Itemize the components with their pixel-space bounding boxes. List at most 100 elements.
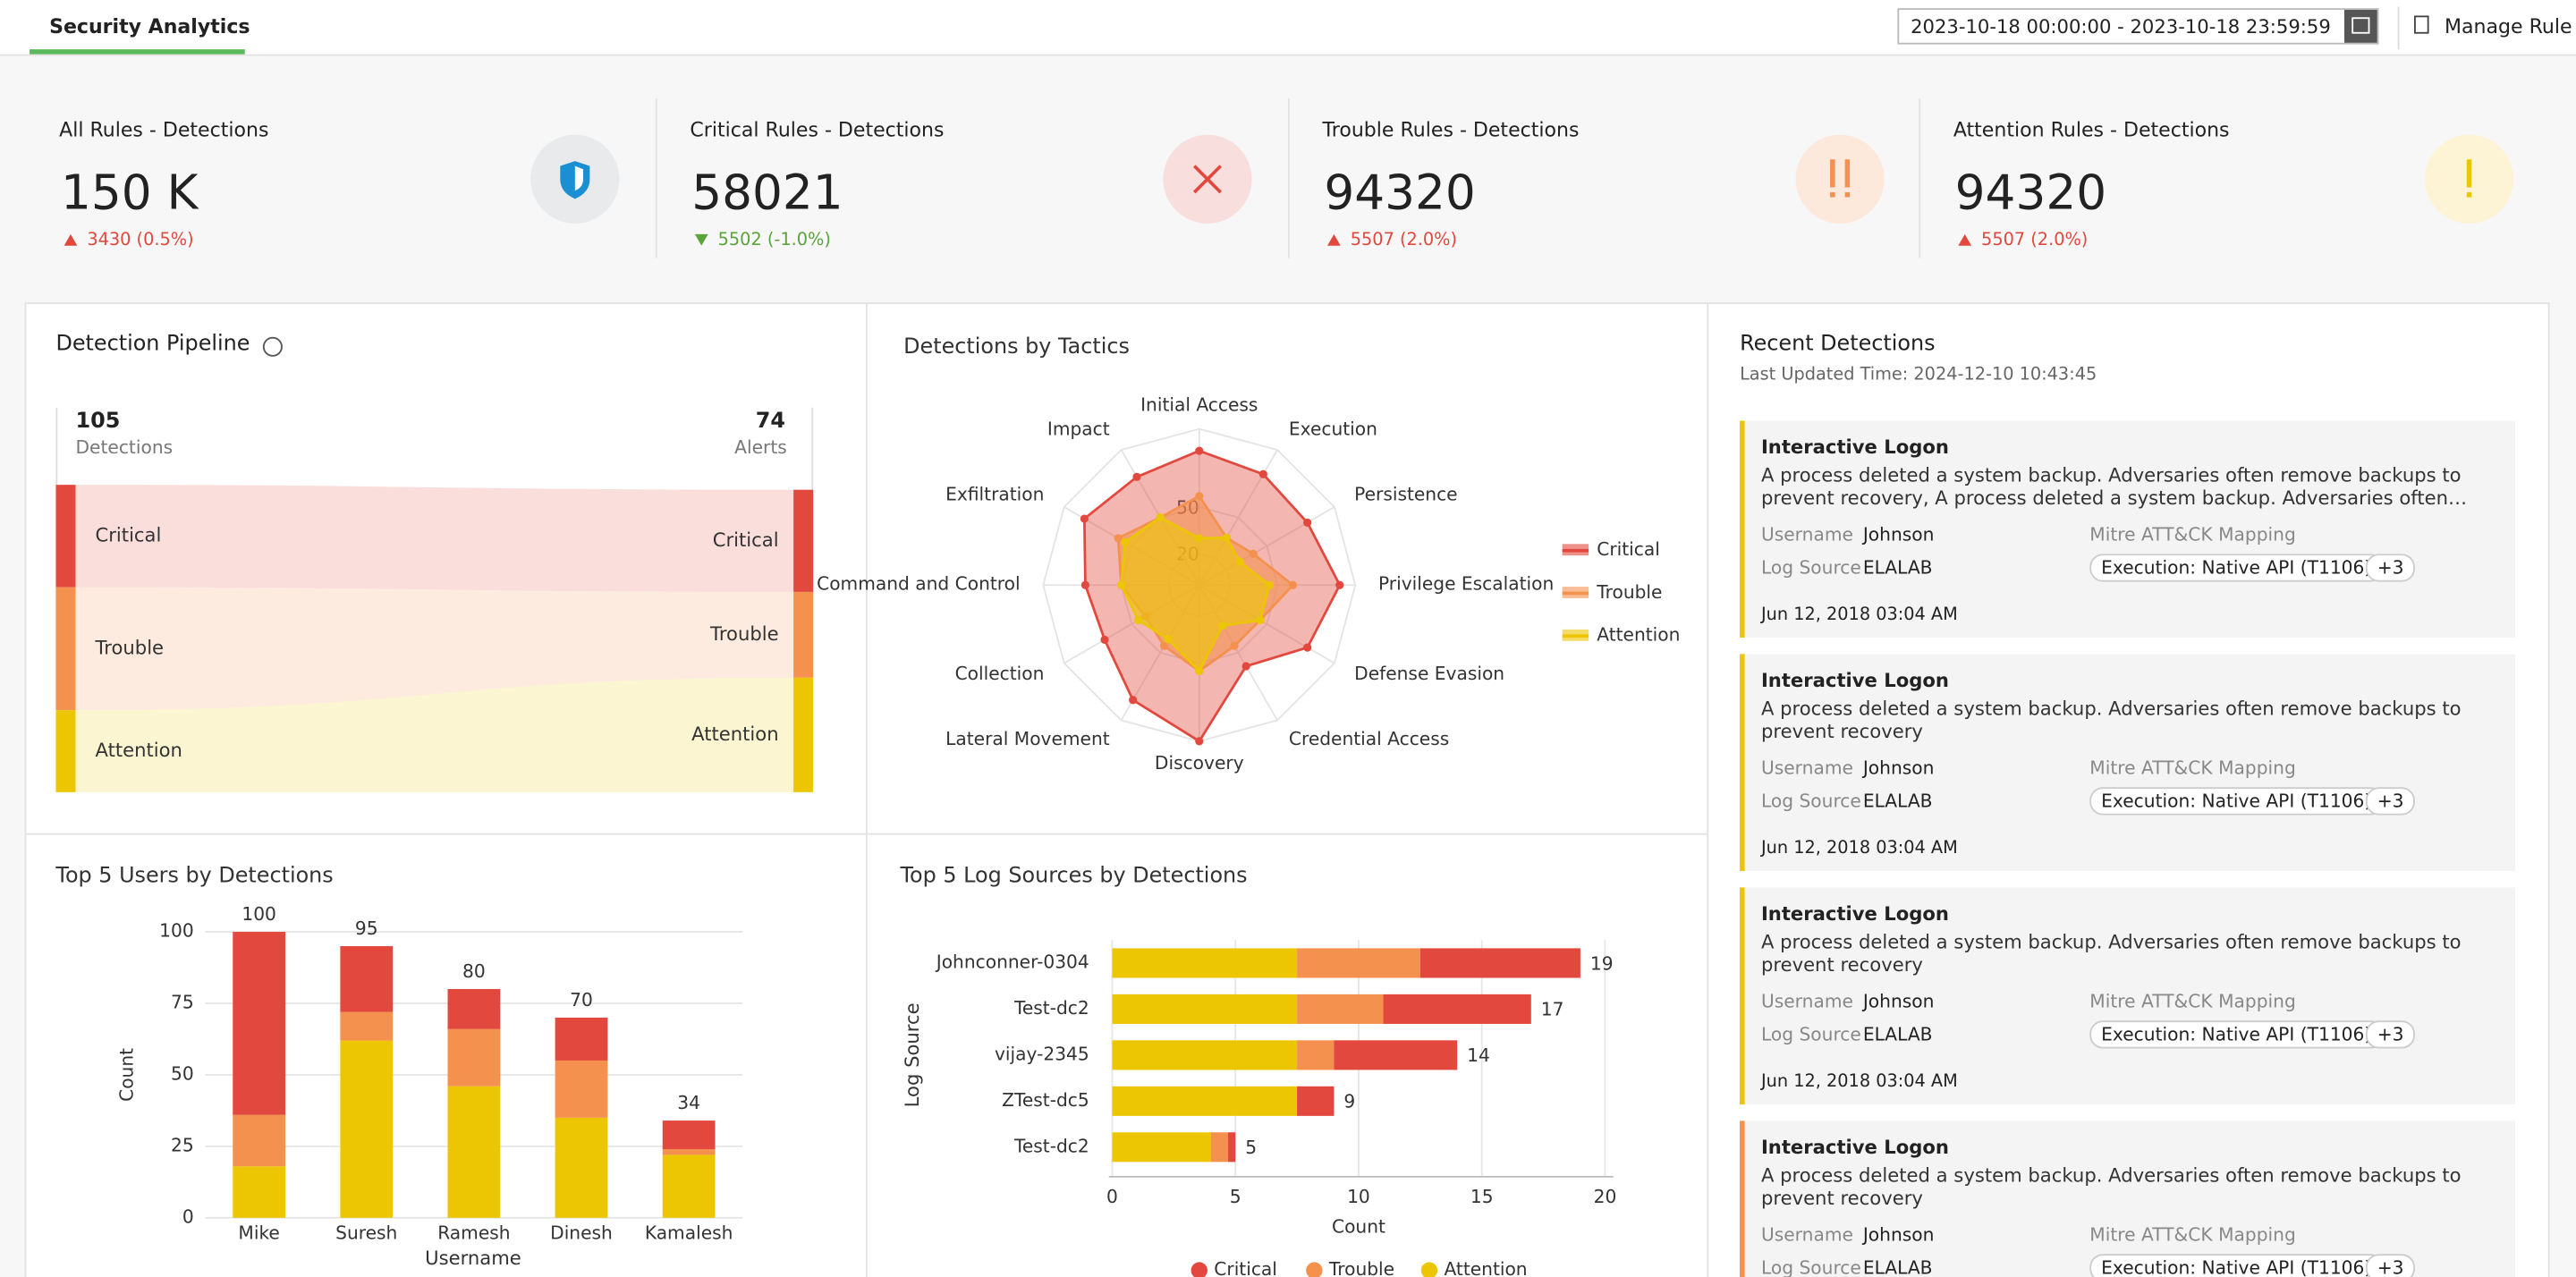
- field-label: Username: [1760, 757, 1853, 780]
- radar-point: [1218, 622, 1227, 630]
- radar-point: [1080, 514, 1089, 523]
- card-title: Interactive Logon: [1760, 668, 1949, 692]
- pipeline-label: Critical: [96, 523, 162, 545]
- y-axis-label: Log Source: [901, 1002, 923, 1107]
- bar-segment: [1112, 948, 1298, 978]
- card-description: A process deleted a system backup. Adver…: [1760, 697, 2462, 743]
- kpi-change: 5502 (-1.0%): [717, 230, 831, 250]
- radar-point: [1121, 537, 1130, 546]
- radar-point: [1116, 580, 1126, 589]
- more-tag: +3: [2365, 1254, 2416, 1277]
- field-value: Johnson: [1862, 1224, 1935, 1247]
- legend-swatch: [1191, 1262, 1208, 1277]
- calendar-icon: [2351, 17, 2370, 34]
- radar-point: [1080, 580, 1090, 589]
- pipeline-bar: [55, 710, 76, 792]
- tab[interactable]: Security Analytics: [49, 14, 250, 38]
- field-value: Johnson: [1862, 991, 1935, 1013]
- bar-segment: [1112, 994, 1298, 1024]
- legend-label: Critical: [1597, 538, 1660, 560]
- field-label: Mitre ATT&CK Mapping: [2089, 757, 2296, 780]
- bar-segment: [233, 1166, 286, 1218]
- radar-point: [1100, 635, 1109, 644]
- help-icon[interactable]: [262, 336, 283, 357]
- bar-segment: [340, 1040, 394, 1218]
- total-label: 9: [1343, 1091, 1355, 1112]
- bar-segment: [447, 1028, 501, 1087]
- legend-label: Attention: [1444, 1258, 1527, 1277]
- radar-point: [1132, 472, 1141, 481]
- pipeline-flow: [75, 677, 794, 792]
- bar-segment: [1112, 1086, 1298, 1116]
- pipeline-label: Trouble: [95, 636, 165, 658]
- bar-segment: [1297, 948, 1420, 978]
- pipeline-bar: [793, 677, 814, 792]
- y-tick-label: 75: [171, 991, 194, 1012]
- y-tick-label: Test-dc2: [1013, 997, 1089, 1019]
- radar-point: [1195, 666, 1204, 675]
- card-time: Jun 12, 2018 03:04 AM: [1760, 838, 1958, 858]
- bar-segment: [1383, 994, 1531, 1024]
- x-tick-label: 10: [1347, 1186, 1370, 1207]
- bar-segment: [1210, 1132, 1228, 1163]
- detections-count: 105: [75, 409, 121, 435]
- card-title: Interactive Logon: [1760, 1135, 1949, 1159]
- pipeline-label: Attention: [691, 723, 778, 745]
- card-time: Jun 12, 2018 03:04 AM: [1760, 605, 1958, 625]
- radar-point: [1134, 615, 1143, 625]
- radar-label: Discovery: [1155, 752, 1244, 774]
- pipeline-bar: [793, 591, 814, 678]
- total-label: 80: [462, 960, 486, 982]
- x-tick-label: 15: [1470, 1186, 1494, 1207]
- detection-card[interactable]: Interactive Logon A process deleted a sys…: [1740, 420, 2515, 638]
- bar-segment: [1112, 1132, 1211, 1163]
- radar-point: [1159, 641, 1169, 650]
- field-value: ELALAB: [1862, 1256, 1933, 1277]
- date-range[interactable]: 2023-10-18 00:00:00 - 2023-10-18 23:59:5…: [1911, 14, 2331, 38]
- mapping-tag: Execution: Native API (T1106): [2089, 1020, 2384, 1049]
- calendar-button[interactable]: [2343, 10, 2377, 43]
- radar-point: [1265, 580, 1274, 589]
- field-label: Username: [1760, 524, 1853, 546]
- bar-segment: [447, 1086, 501, 1218]
- detection-card[interactable]: Interactive Logon A process deleted a sys…: [1740, 1121, 2515, 1277]
- detection-card[interactable]: Interactive Logon A process deleted a sys…: [1740, 887, 2515, 1105]
- kpi-value: 94320: [1954, 164, 2107, 221]
- kpi-value: 94320: [1324, 164, 1476, 221]
- kpi-change: 3430 (0.5%): [87, 230, 194, 250]
- card-description: A process deleted a system backup. Adver…: [1760, 1163, 2462, 1210]
- pipeline-bar: [55, 485, 76, 588]
- bar-segment: [1112, 1040, 1298, 1070]
- detection-card[interactable]: Interactive Logon A process deleted a sys…: [1740, 654, 2515, 872]
- kpi-title: Attention Rules - Detections: [1953, 118, 2230, 142]
- x-tick-label: Kamalesh: [645, 1222, 733, 1244]
- legend-label: Attention: [1597, 624, 1680, 646]
- panel-title: Recent Detections: [1740, 332, 1936, 357]
- radar-point: [1303, 643, 1312, 652]
- radar-point: [1235, 557, 1244, 566]
- legend-label: Critical: [1214, 1258, 1277, 1277]
- pipeline-bar: [793, 489, 814, 592]
- bar-segment: [555, 1060, 608, 1118]
- total-label: 17: [1541, 999, 1564, 1020]
- y-tick-label: vijay-2345: [995, 1043, 1089, 1064]
- radar-point: [1256, 615, 1265, 625]
- radar-point: [1222, 533, 1231, 542]
- y-tick-label: 50: [171, 1062, 194, 1084]
- radar-point: [1195, 492, 1204, 501]
- field-label: Mitre ATT&CK Mapping: [2089, 524, 2296, 546]
- alerts-count: 74: [755, 409, 785, 435]
- bar-segment: [1419, 948, 1580, 978]
- change-arrow: [694, 233, 708, 246]
- mapping-tag: Execution: Native API (T1106): [2089, 554, 2384, 582]
- date-box[interactable]: [1897, 8, 2379, 45]
- manage-rule[interactable]: Manage Rule: [2445, 14, 2572, 38]
- radar-label: Lateral Movement: [945, 728, 1110, 749]
- legend-swatch: [1420, 1262, 1438, 1277]
- bar-segment: [555, 1117, 608, 1218]
- y-tick-label: ZTest-dc5: [1002, 1089, 1089, 1111]
- kpi-value: 58021: [691, 164, 843, 221]
- cross-icon: [1192, 165, 1222, 194]
- y-tick-label: 0: [182, 1205, 194, 1227]
